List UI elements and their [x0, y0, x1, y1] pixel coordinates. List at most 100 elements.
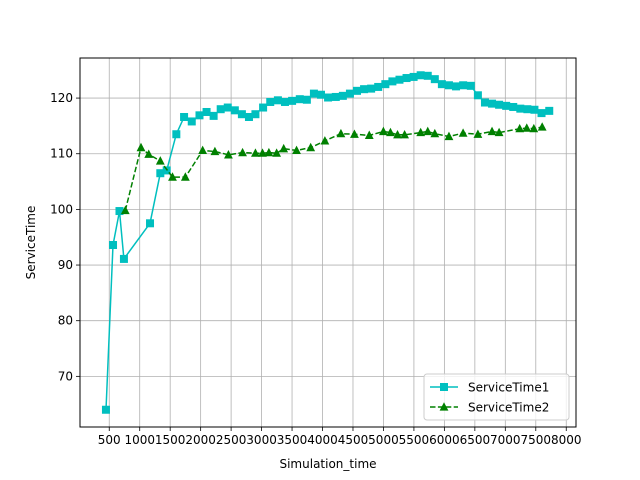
x-tick-label: 500 — [98, 433, 121, 447]
data-point-ServiceTime1 — [495, 100, 504, 109]
data-point-ServiceTime2 — [400, 130, 409, 139]
data-point-ServiceTime2 — [430, 128, 440, 138]
data-point-ServiceTime2 — [416, 127, 426, 137]
data-point-ServiceTime1 — [345, 89, 354, 98]
data-point-ServiceTime2 — [386, 127, 395, 137]
data-point-ServiceTime2 — [350, 129, 359, 138]
data-point-ServiceTime1 — [244, 112, 253, 121]
data-point-ServiceTime1 — [309, 89, 318, 98]
data-point-ServiceTime1 — [156, 169, 165, 178]
data-point-ServiceTime2 — [364, 130, 374, 139]
series-ServiceTime1 — [101, 71, 554, 414]
data-point-ServiceTime1 — [273, 96, 282, 105]
x-tick-label: 1500 — [155, 433, 186, 447]
data-point-ServiceTime1 — [119, 254, 128, 263]
data-point-ServiceTime1 — [388, 77, 397, 86]
data-point-ServiceTime1 — [146, 219, 155, 228]
data-point-ServiceTime1 — [509, 102, 518, 111]
data-point-ServiceTime1 — [530, 105, 539, 114]
data-point-ServiceTime2 — [393, 130, 402, 139]
x-tick-label: 7500 — [521, 433, 552, 447]
axis-ticks: 500 1000 1500 2000 2500 3000 3500 4000 4500 5000 5… — [50, 91, 581, 447]
data-point-ServiceTime2 — [272, 148, 282, 157]
data-point-ServiceTime1 — [374, 82, 383, 91]
x-tick-label: 2500 — [216, 433, 247, 447]
data-point-ServiceTime1 — [473, 91, 482, 100]
data-point-ServiceTime1 — [172, 130, 181, 139]
x-tick-label: 4500 — [338, 433, 369, 447]
x-tick-label: 4000 — [307, 433, 338, 447]
x-tick-label: 5500 — [399, 433, 430, 447]
data-point-ServiceTime1 — [437, 80, 446, 89]
data-point-ServiceTime1 — [115, 207, 124, 216]
x-tick-label: 6000 — [429, 433, 460, 447]
legend-marker-ServiceTime2 — [439, 402, 449, 411]
x-tick-label: 7000 — [490, 433, 521, 447]
data-point-ServiceTime2 — [487, 126, 497, 136]
series-ServiceTime2 — [120, 122, 547, 215]
data-point-ServiceTime1 — [488, 99, 497, 108]
x-tick-label: 3500 — [277, 433, 308, 447]
data-point-ServiceTime1 — [109, 241, 118, 250]
data-point-ServiceTime1 — [331, 92, 340, 101]
data-point-ServiceTime2 — [423, 126, 433, 136]
data-point-ServiceTime2 — [279, 143, 289, 153]
y-tick-label: 100 — [50, 202, 73, 216]
data-point-ServiceTime1 — [195, 111, 204, 120]
data-point-ServiceTime1 — [523, 105, 532, 114]
data-point-ServiceTime2 — [494, 127, 504, 137]
y-tick-label: 120 — [50, 91, 73, 105]
data-point-ServiceTime1 — [280, 97, 289, 106]
data-point-ServiceTime2 — [251, 148, 260, 157]
data-point-ServiceTime1 — [316, 90, 325, 99]
legend-label-ServiceTime1: ServiceTime1 — [468, 381, 549, 395]
data-point-ServiceTime1 — [423, 71, 432, 80]
data-point-ServiceTime1 — [216, 105, 225, 114]
data-point-ServiceTime1 — [288, 96, 297, 105]
data-point-ServiceTime1 — [537, 109, 546, 118]
data-point-ServiceTime1 — [101, 405, 110, 414]
y-tick-label: 70 — [58, 369, 73, 383]
data-point-ServiceTime1 — [209, 111, 218, 120]
legend: ServiceTime1 ServiceTime2 — [423, 373, 570, 421]
data-point-ServiceTime1 — [430, 75, 439, 84]
data-point-ServiceTime2 — [180, 172, 190, 181]
data-point-ServiceTime2 — [458, 128, 468, 137]
data-point-ServiceTime2 — [306, 142, 316, 152]
x-tick-label: 3000 — [246, 433, 277, 447]
data-point-ServiceTime1 — [230, 106, 239, 115]
data-point-ServiceTime1 — [237, 110, 246, 119]
data-point-ServiceTime2 — [258, 148, 267, 157]
data-point-ServiceTime2 — [238, 147, 247, 157]
data-point-ServiceTime1 — [202, 107, 211, 116]
data-point-ServiceTime1 — [259, 103, 268, 112]
data-point-ServiceTime1 — [360, 85, 369, 94]
data-point-ServiceTime1 — [459, 81, 468, 90]
data-point-ServiceTime1 — [295, 95, 304, 104]
data-point-ServiceTime1 — [324, 93, 333, 102]
data-point-ServiceTime1 — [187, 117, 196, 126]
data-point-ServiceTime2 — [515, 123, 525, 133]
data-point-ServiceTime2 — [522, 123, 532, 132]
x-tick-label: 2000 — [185, 433, 216, 447]
x-axis-label: Simulation_time — [279, 457, 376, 471]
data-point-ServiceTime2 — [264, 147, 274, 157]
data-point-ServiceTime1 — [444, 81, 453, 90]
x-tick-label: 8000 — [551, 433, 582, 447]
x-tick-label: 1000 — [124, 433, 155, 447]
data-point-ServiceTime2 — [529, 123, 539, 133]
data-point-ServiceTime1 — [516, 104, 525, 113]
data-point-ServiceTime1 — [395, 75, 404, 84]
data-point-ServiceTime1 — [409, 72, 418, 81]
data-point-ServiceTime1 — [338, 91, 347, 100]
data-point-ServiceTime1 — [452, 82, 461, 91]
legend-marker-ServiceTime1 — [440, 383, 448, 391]
y-axis-label: ServiceTime — [24, 206, 38, 280]
data-point-ServiceTime1 — [367, 84, 376, 93]
data-point-ServiceTime2 — [168, 172, 177, 181]
data-point-ServiceTime1 — [353, 86, 362, 95]
data-point-ServiceTime2 — [210, 146, 220, 156]
legend-box — [423, 373, 570, 421]
data-point-ServiceTime2 — [292, 145, 301, 154]
data-point-ServiceTime1 — [381, 80, 390, 89]
